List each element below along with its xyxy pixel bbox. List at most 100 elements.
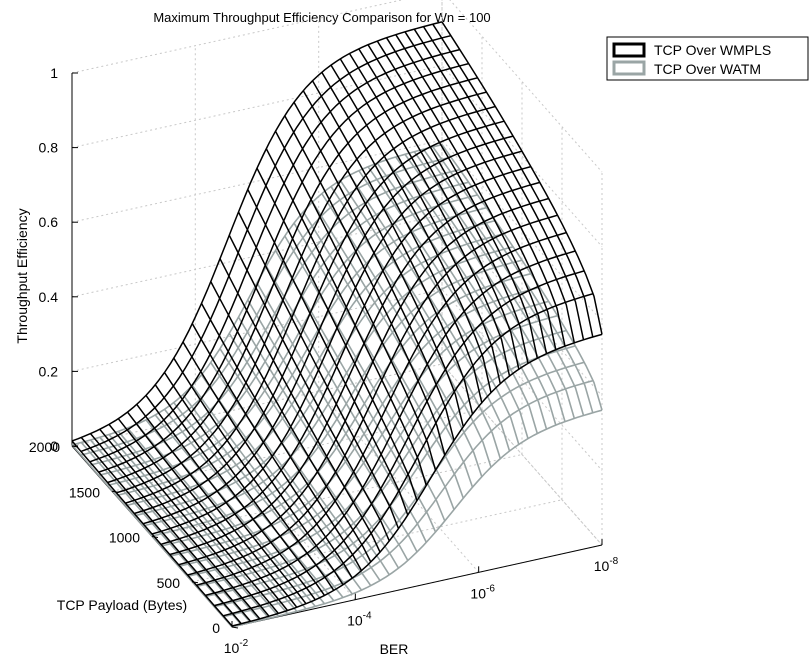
wmpls-mesh-row-9 [151,150,523,535]
wmpls-mesh-col-28 [330,64,492,393]
wmpls-mesh-col-25 [302,90,465,427]
wmpls-mesh-col-13 [191,323,353,579]
watm-mesh-col-18 [237,316,400,569]
z-tick-label-4: 0.8 [39,140,59,156]
watm-mesh-col-27 [321,193,483,478]
watm-mesh-col-31 [358,170,520,445]
wmpls-mesh-col-33 [376,40,539,359]
wmpls-mesh-col-14 [200,303,363,571]
payload-tick-label-2: 1000 [109,530,140,546]
watm-mesh-col-22 [274,250,437,533]
wmpls-mesh-col-8 [145,394,307,605]
watm-mesh-col-34 [385,159,548,430]
wmpls-mesh-col-27 [321,71,483,403]
axis-ticks: 0 0.2 0.4 0.6 0.8 1 0 500 1000 1500 2000 10-2 10-4 10… [29,65,619,656]
z-tick-label-0: 0 [50,438,58,454]
legend-swatch-watm [612,60,646,76]
watm-mesh-col-39 [432,146,594,414]
legend-swatch-wmpls [612,42,646,58]
watm-mesh-col-15 [210,362,372,587]
legend-label-wmpls: TCP Over WMPLS [654,42,771,58]
wmpls-mesh-col-37 [413,28,576,343]
wmpls-mesh-col-32 [367,44,529,364]
watm-mesh-col-0 [71,444,233,628]
wmpls-mesh-col-4 [108,423,270,617]
wmpls-mesh-col-18 [237,211,400,529]
wmpls-mesh-col-19 [247,189,409,516]
wmpls-mesh-col-39 [432,23,594,338]
payload-tick-mark-4 [71,445,79,448]
wmpls-mesh-col-40 [441,21,603,335]
payload-tick-mark-0 [231,626,239,629]
wmpls-mesh-col-6 [126,411,289,611]
ber-axis-line [231,544,603,628]
payload-axis-label: TCP Payload (Bytes) [57,597,187,613]
ber-axis-label: BER [380,641,409,657]
payload-tick-label-4: 2000 [29,439,60,455]
wmpls-mesh-col-31 [358,48,520,370]
watm-mesh-col-32 [367,166,529,439]
watm-mesh-col-33 [376,162,539,434]
legend: TCP Over WMPLS TCP Over WATM [606,36,809,81]
wmpls-mesh-col-29 [339,58,502,384]
wmpls-mesh-col-9 [154,384,316,601]
watm-mesh-col-5 [117,430,279,617]
wmpls-mesh-col-11 [173,357,335,591]
watm-mesh-col-3 [99,436,261,621]
wmpls-mesh-col-3 [99,428,261,620]
wmpls-mesh-col-15 [210,281,372,563]
payload-tick-mark-3 [111,490,119,493]
payload-tick-label-3: 1500 [69,484,100,500]
watm-mesh-col-23 [284,235,446,522]
watm-mesh-col-7 [136,423,298,612]
payload-tick-mark-2 [151,536,159,538]
ber-tick-label-3: 10-8 [594,556,619,574]
wmpls-mesh-col-21 [265,148,428,486]
ber-tick-label-2: 10-6 [470,583,495,601]
wmpls-mesh-col-10 [163,372,326,596]
series-wmpls-surface [71,21,603,627]
wmpls-mesh-col-7 [136,403,298,608]
watm-mesh-col-37 [413,151,576,419]
wmpls-mesh-col-30 [348,53,511,377]
wmpls-mesh-col-1 [80,437,242,625]
z-axis-label: Throughput Efficiency [14,208,30,343]
wmpls-mesh-col-38 [422,26,585,340]
wmpls-mesh-col-35 [395,34,557,350]
watm-mesh-row-18 [71,143,443,446]
ber-tick-label-1: 10-4 [347,611,372,629]
payload-tick-label-0: 0 [212,620,220,636]
grid-floor-payload-2 [151,454,523,537]
payload-tick-mark-1 [191,581,199,584]
wmpls-mesh-col-5 [117,418,279,614]
wmpls-mesh-col-36 [404,31,566,347]
watm-mesh-col-19 [247,299,409,561]
watm-mesh-col-26 [311,201,474,488]
watm-mesh-col-40 [441,144,603,411]
wmpls-mesh-col-26 [311,80,474,415]
wmpls-mesh-col-2 [89,433,252,622]
wmpls-mesh-col-17 [228,234,390,542]
watm-mesh-col-1 [80,441,242,626]
wmpls-mesh-col-34 [385,37,548,354]
wmpls-mesh-col-24 [293,101,455,441]
watm-mesh-col-9 [154,414,316,607]
watm-mesh-col-30 [348,174,511,452]
wmpls-mesh-col-20 [256,167,418,501]
wmpls-mesh-col-0 [71,440,233,627]
z-tick-label-2: 0.4 [39,289,59,305]
watm-mesh-col-6 [126,427,289,615]
watm-mesh-col-4 [108,433,270,619]
payload-tick-label-1: 500 [157,575,181,591]
z-tick-label-3: 0.6 [39,214,59,230]
grid-line-ber-1 [194,45,356,601]
grid-floor-payload-1 [191,499,563,583]
z-tick-label-5: 1 [50,65,58,81]
wmpls-mesh-col-23 [284,115,446,456]
watm-mesh-col-2 [89,439,252,624]
ber-tick-label-0: 10-2 [224,638,249,656]
z-tick-label-1: 0.2 [39,363,59,379]
watm-mesh-col-28 [330,186,492,468]
wmpls-mesh-col-12 [182,341,344,586]
